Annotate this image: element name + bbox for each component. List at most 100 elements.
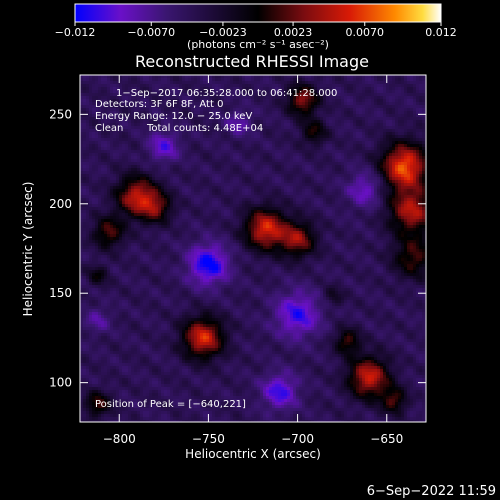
heatmap-cell xyxy=(185,189,189,193)
heatmap-cell xyxy=(203,159,207,163)
heatmap-cell xyxy=(302,93,306,97)
heatmap-cell xyxy=(149,144,153,148)
heatmap-cell xyxy=(272,156,276,160)
heatmap-cell xyxy=(167,153,171,157)
heatmap-cell xyxy=(218,129,222,133)
heatmap-cell xyxy=(287,126,291,130)
heatmap-cell xyxy=(209,78,213,82)
heatmap-cell xyxy=(407,177,411,181)
heatmap-cell xyxy=(119,114,123,118)
heatmap-cell xyxy=(380,198,384,202)
heatmap-cell xyxy=(257,123,261,127)
heatmap-cell xyxy=(182,99,186,103)
heatmap-cell xyxy=(119,147,123,151)
heatmap-cell xyxy=(134,105,138,109)
heatmap-cell xyxy=(224,75,228,79)
heatmap-cell xyxy=(416,105,420,109)
heatmap-cell xyxy=(197,111,201,115)
heatmap-cell xyxy=(308,183,312,187)
heatmap-cell xyxy=(248,171,252,175)
heatmap-cell xyxy=(164,168,168,172)
heatmap-cell xyxy=(344,120,348,124)
heatmap-cell xyxy=(122,174,126,178)
heatmap-cell xyxy=(137,129,141,133)
heatmap-cell xyxy=(290,171,294,175)
heatmap-cell xyxy=(185,108,189,112)
heatmap-cell xyxy=(200,201,204,205)
heatmap-cell xyxy=(305,201,309,205)
heatmap-cell xyxy=(209,108,213,112)
heatmap-cell xyxy=(140,126,144,130)
heatmap-cell xyxy=(203,150,207,154)
heatmap-cell xyxy=(212,141,216,145)
heatmap-cell xyxy=(209,129,213,133)
heatmap-cell xyxy=(125,99,129,103)
heatmap-cell xyxy=(326,168,330,172)
heatmap-cell xyxy=(251,144,255,148)
heatmap-cell xyxy=(311,147,315,151)
heatmap-cell xyxy=(401,138,405,142)
heatmap-cell xyxy=(308,102,312,106)
heatmap-cell xyxy=(164,99,168,103)
heatmap-cell xyxy=(275,159,279,163)
heatmap-cell xyxy=(302,99,306,103)
heatmap-cell xyxy=(272,186,276,190)
heatmap-cell xyxy=(134,165,138,169)
heatmap-cell xyxy=(353,87,357,91)
heatmap-cell xyxy=(329,84,333,88)
heatmap-cell xyxy=(326,201,330,205)
heatmap-cell xyxy=(407,84,411,88)
heatmap-cell xyxy=(245,174,249,178)
heatmap-cell xyxy=(386,168,390,172)
heatmap-cell xyxy=(92,96,96,100)
heatmap-cell xyxy=(116,171,120,175)
heatmap-cell xyxy=(326,183,330,187)
heatmap-cell xyxy=(275,75,279,79)
heatmap-cell xyxy=(158,138,162,142)
heatmap-cell xyxy=(221,138,225,142)
heatmap-cell xyxy=(362,195,366,199)
heatmap-cell xyxy=(272,108,276,112)
heatmap-cell xyxy=(254,99,258,103)
heatmap-cell xyxy=(245,177,249,181)
heatmap-cell xyxy=(146,123,150,127)
heatmap-cell xyxy=(83,171,87,175)
heatmap-cell xyxy=(299,174,303,178)
heatmap-cell xyxy=(380,120,384,124)
heatmap-cell xyxy=(221,105,225,109)
heatmap-cell xyxy=(146,192,150,196)
heatmap-cell xyxy=(83,192,87,196)
heatmap-cell xyxy=(242,132,246,136)
heatmap-cell xyxy=(104,75,108,79)
heatmap-cell xyxy=(347,81,351,85)
heatmap-cell xyxy=(107,171,111,175)
heatmap-cell xyxy=(212,78,216,82)
heatmap-cell xyxy=(284,81,288,85)
heatmap-cell xyxy=(143,117,147,121)
heatmap-cell xyxy=(188,105,192,109)
heatmap-cell xyxy=(422,174,426,178)
heatmap-cell xyxy=(299,126,303,130)
heatmap-cell xyxy=(209,186,213,190)
heatmap-cell xyxy=(356,150,360,154)
heatmap-cell xyxy=(287,90,291,94)
heatmap-cell xyxy=(257,126,261,130)
heatmap-cell xyxy=(296,99,300,103)
heatmap-cell xyxy=(218,153,222,157)
heatmap-cell xyxy=(377,201,381,205)
heatmap-cell xyxy=(287,159,291,163)
heatmap-cell xyxy=(137,87,141,91)
heatmap-cell xyxy=(317,168,321,172)
heatmap-cell xyxy=(278,186,282,190)
heatmap-cell xyxy=(89,201,93,205)
heatmap-cell xyxy=(332,120,336,124)
heatmap-cell xyxy=(92,105,96,109)
heatmap-cell xyxy=(164,153,168,157)
heatmap-cell xyxy=(95,165,99,169)
heatmap-cell xyxy=(383,99,387,103)
heatmap-cell xyxy=(284,168,288,172)
heatmap-cell xyxy=(422,126,426,130)
heatmap-cell xyxy=(194,135,198,139)
heatmap-cell xyxy=(407,117,411,121)
heatmap-cell xyxy=(326,105,330,109)
